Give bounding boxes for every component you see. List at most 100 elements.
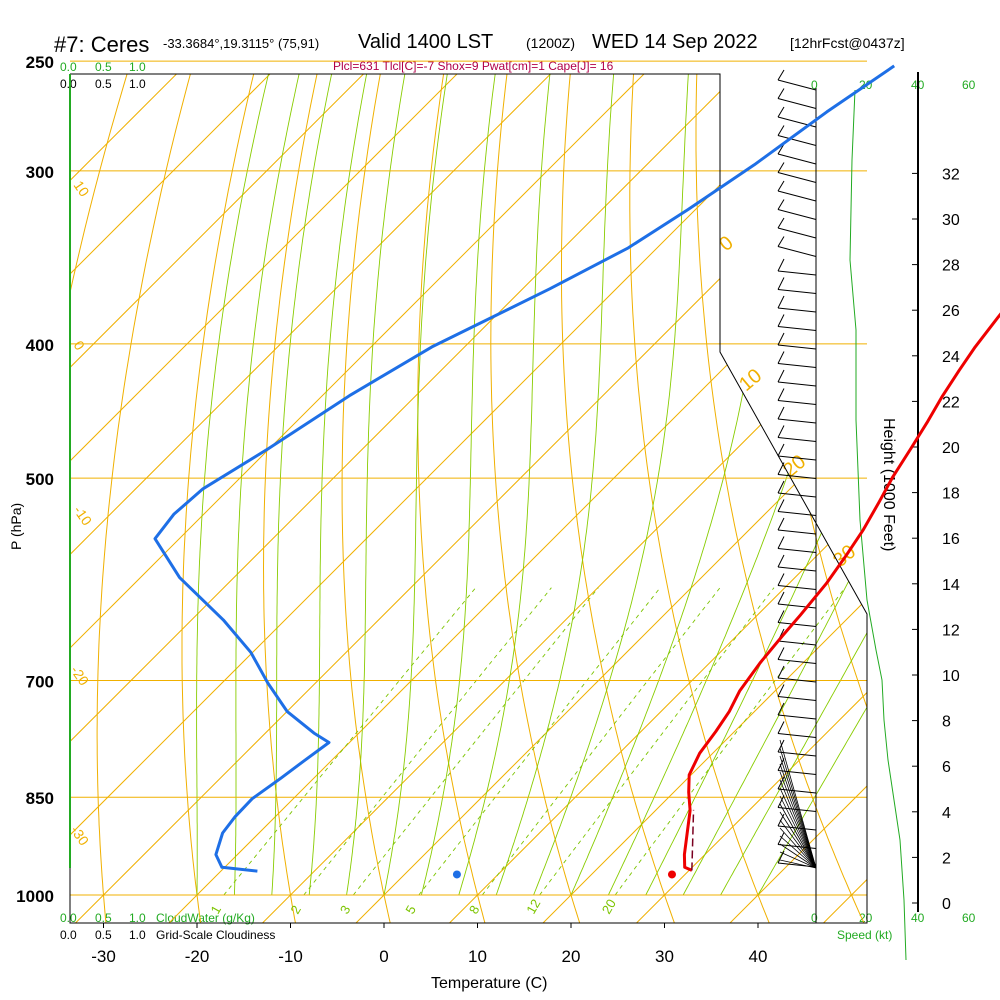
wind-barb [777, 770, 817, 775]
dry-adiabat-line [629, 74, 771, 923]
wind-barb-flag [777, 106, 785, 118]
y-axis-label: P (hPa) [8, 503, 24, 550]
moist-adiabat-line [420, 74, 498, 896]
moist-adiabat-line [533, 74, 690, 896]
mixing-ratio-label: 2 [287, 903, 304, 917]
moist-adiabat-line [645, 74, 867, 896]
isotherm-line [70, 74, 495, 923]
wind-barb-flag [777, 462, 785, 475]
isotherm-line [354, 74, 867, 923]
isotherm-line [634, 74, 867, 923]
wind-barb [777, 381, 817, 387]
top-cloudiness-tick-1: 0.5 [95, 77, 112, 91]
wind-barb [777, 135, 817, 146]
height-tick-label: 28 [942, 258, 960, 275]
speed-bottom-tick-2: 40 [911, 911, 925, 925]
moist-adiabat-line [682, 74, 867, 896]
isotherm-label: 0 [71, 338, 89, 354]
height-tick-label: 12 [942, 622, 960, 639]
wind-barb [777, 227, 817, 239]
wind-barb [777, 172, 817, 183]
wind-barb-flag [777, 217, 785, 229]
mixing-ratio-label: 12 [523, 896, 543, 916]
isotherm-line [70, 74, 589, 923]
top-cloudwater-tick-1: 0.5 [95, 60, 112, 74]
isotherm-line [70, 74, 308, 923]
wind-barb [779, 747, 817, 869]
grid-clipped [70, 74, 867, 923]
forecast-run: [12hrFcst@0437z] [790, 35, 905, 51]
temp-tick-label: 0 [379, 947, 388, 966]
mixing-ratio-label: 5 [402, 903, 419, 917]
isotherm-line [821, 74, 867, 923]
wind-barb-flag [777, 88, 785, 99]
mixing-ratio-line [352, 587, 599, 896]
wind-barb-flag [777, 739, 785, 753]
wind-barb-flag [777, 236, 785, 247]
wind-barb [777, 585, 817, 590]
wind-barb [777, 363, 817, 368]
isotherm-line [260, 74, 867, 923]
wind-barb [779, 779, 817, 869]
wind-barb [777, 529, 817, 535]
dry-adiabat-line [759, 74, 867, 923]
height-tick-label: 16 [942, 531, 960, 548]
height-tick-label: 2 [942, 850, 951, 867]
wind-barb [777, 566, 817, 572]
wind-barb-flag [777, 199, 785, 210]
mixing-ratio-line [614, 587, 846, 896]
wind-barb-flag [777, 554, 785, 568]
temp-tick-label: 10 [468, 947, 487, 966]
wind-barb-flag [777, 758, 785, 771]
pressure-tick-label: 1000 [16, 887, 54, 906]
dry-adiabat-line [417, 74, 486, 923]
utc-time: (1200Z) [526, 35, 575, 51]
wind-barb-flag [777, 388, 785, 401]
dry-adiabat-label: 0 [715, 232, 738, 256]
isotherm-line [70, 74, 776, 923]
top-cloudwater-tick-2: 1.0 [129, 60, 146, 74]
wind-barb [777, 246, 817, 257]
profiles [153, 64, 1000, 879]
wind-barb [777, 326, 817, 331]
wind-barb [777, 751, 817, 757]
wind-barb [777, 79, 817, 91]
station-name: #7: Ceres [54, 32, 149, 57]
wind-barb [777, 677, 817, 683]
moist-adiabat-line [196, 74, 272, 895]
dry-adiabat-line [561, 74, 676, 923]
header: #7: Ceres -33.3684°,19.3115° (75,91) Val… [54, 31, 905, 73]
wind-barb [777, 437, 817, 442]
wind-barb-flag [777, 406, 785, 420]
wind-barb [777, 603, 817, 609]
wind-barb-flag [777, 647, 785, 660]
height-tick-label: 0 [942, 896, 951, 913]
pressure-tick-label: 250 [26, 53, 54, 72]
height-tick-label: 4 [942, 805, 951, 822]
wind-barb-flag [777, 832, 785, 845]
wind-barb [777, 209, 817, 220]
speed-bottom-tick-1: 20 [859, 911, 873, 925]
height-tick-label: 6 [942, 759, 951, 776]
wind-barb [777, 825, 817, 831]
pressure-tick-label: 850 [26, 789, 54, 808]
wind-barb-flag [777, 795, 785, 808]
wind-barb [777, 474, 817, 479]
bottom-cloudwater-tick-0: 0.0 [60, 911, 77, 925]
bottom-cloudwater-tick-1: 0.5 [95, 911, 112, 925]
wind-barb [779, 803, 817, 869]
moist-adiabat-line [271, 74, 335, 896]
height-tick-label: 14 [942, 577, 960, 594]
wind-barb [777, 622, 817, 627]
wind-barb [779, 859, 817, 869]
wind-barbs [777, 69, 817, 869]
temp-tick-label: 40 [749, 947, 768, 966]
isotherm-line [73, 74, 867, 923]
wind-barb [777, 548, 817, 553]
wind-barb [779, 819, 817, 869]
wind-barb [777, 511, 817, 516]
moist-adiabat-line [720, 74, 867, 896]
isotherm-line [70, 74, 402, 923]
